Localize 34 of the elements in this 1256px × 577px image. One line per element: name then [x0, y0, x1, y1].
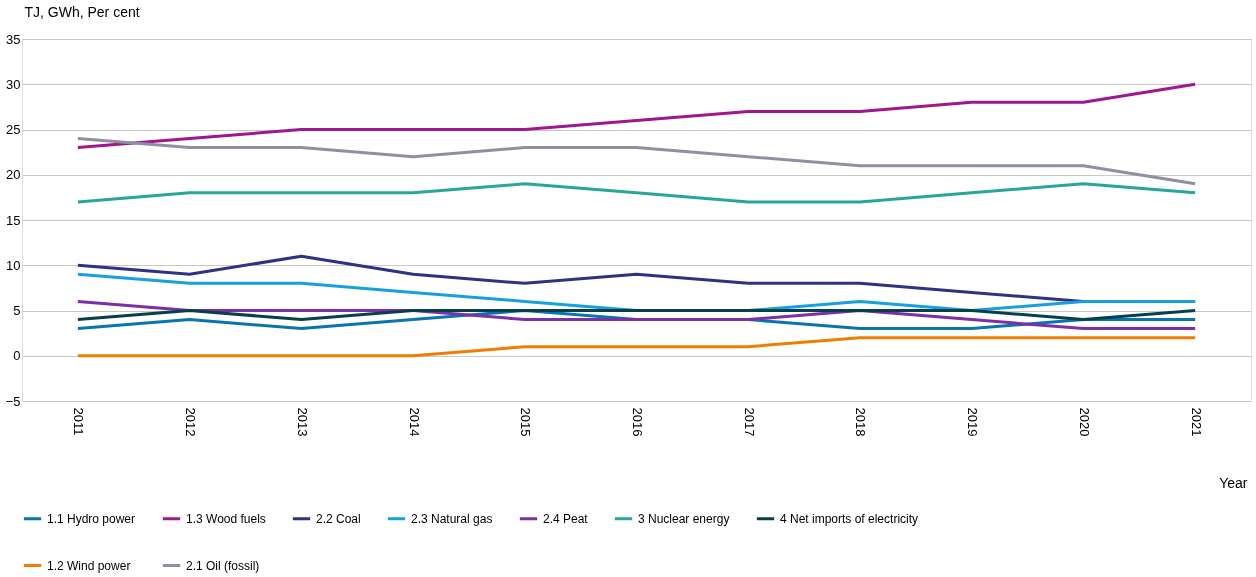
- y-tick-label: 10: [6, 257, 21, 273]
- legend-label: 1.1 Hydro power: [47, 511, 136, 526]
- x-tick-label: 2020: [1076, 407, 1092, 437]
- y-tick-label: 0: [13, 348, 21, 364]
- legend-label: 4 Net imports of electricity: [780, 511, 919, 526]
- line-series: [76, 299, 1197, 331]
- y-tick-label: 35: [6, 31, 21, 47]
- y-tick-label: 25: [6, 122, 21, 137]
- y-axis-title: TJ, GWh, Per cent: [24, 3, 140, 20]
- legend-label: 1.2 Wind power: [47, 558, 131, 573]
- x-tick-label: 2017: [741, 407, 757, 437]
- x-tick-label: 2012: [183, 407, 199, 437]
- line-series: [76, 137, 1197, 186]
- legend-label: 2.1 Oil (fossil): [186, 558, 260, 573]
- x-tick-label: 2016: [630, 407, 645, 437]
- line-series: [76, 82, 1197, 150]
- y-tick-label: 15: [6, 212, 21, 228]
- legend-label: 2.3 Natural gas: [411, 511, 493, 526]
- x-axis-title: Year: [1219, 474, 1248, 491]
- y-tick-label: 30: [6, 76, 21, 92]
- legend-label: 2.2 Coal: [316, 511, 361, 526]
- x-tick-label: 2018: [853, 407, 869, 437]
- x-tick-label: 2015: [518, 407, 534, 437]
- legend-label: 3 Nuclear energy: [638, 511, 730, 526]
- y-tick-label: 5: [13, 303, 21, 318]
- x-tick-label: 2019: [965, 407, 981, 437]
- x-tick-label: 2021: [1188, 407, 1204, 437]
- x-tick-label: 2011: [71, 407, 87, 436]
- x-tick-label: 2014: [406, 407, 422, 437]
- y-tick-label: 20: [6, 167, 21, 183]
- y-tick-label: −5: [5, 393, 21, 409]
- legend-label: 1.3 Wood fuels: [186, 511, 266, 526]
- legend-label: 2.4 Peat: [543, 511, 589, 526]
- x-tick-label: 2013: [294, 407, 310, 437]
